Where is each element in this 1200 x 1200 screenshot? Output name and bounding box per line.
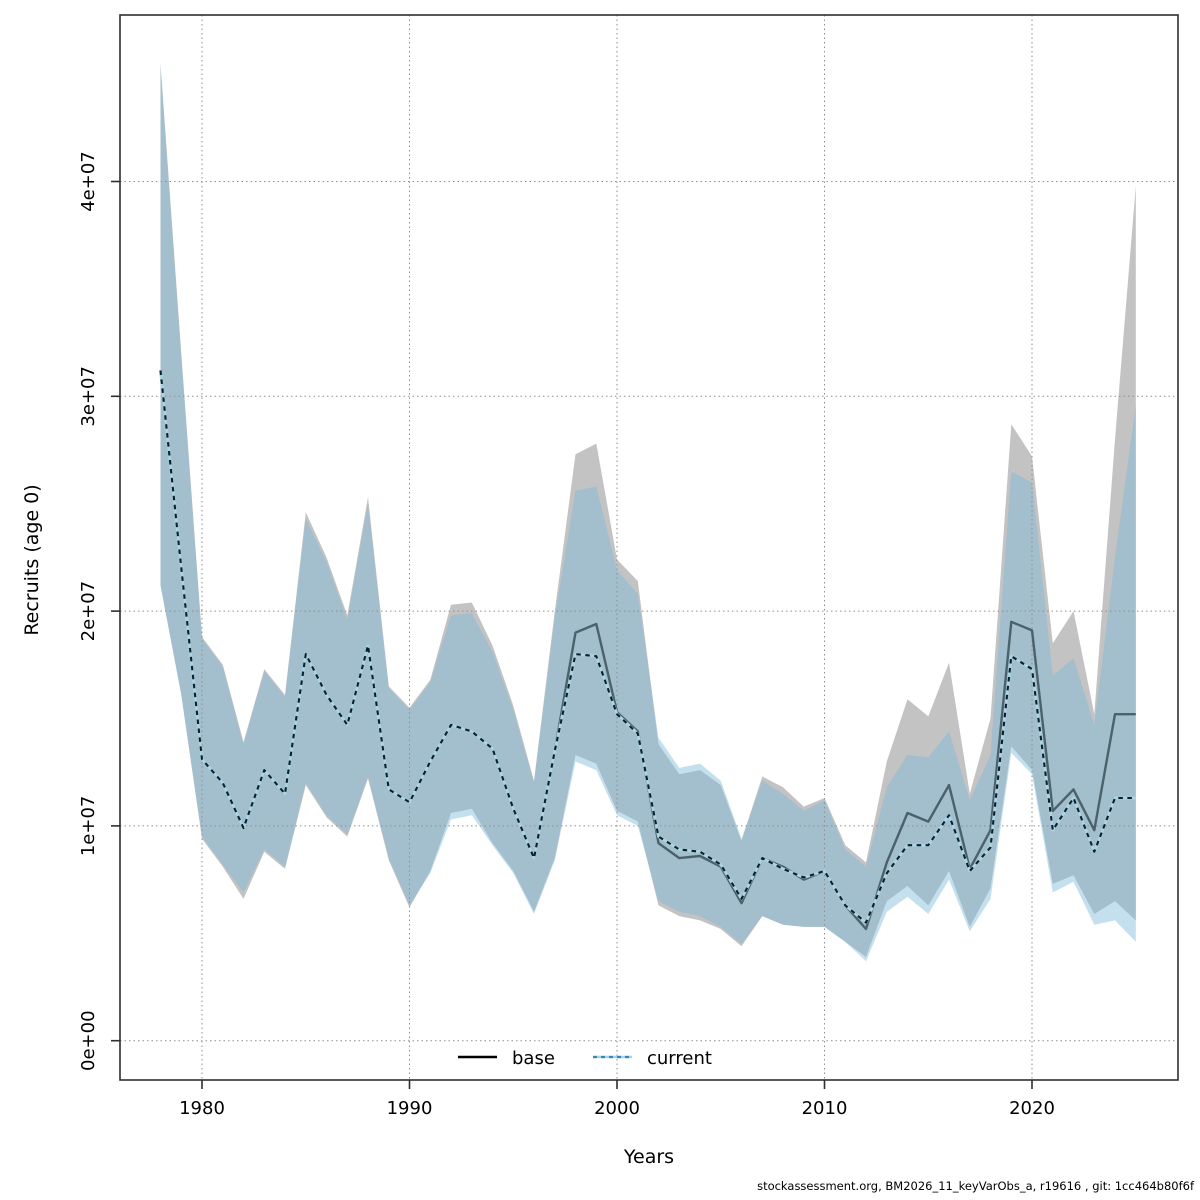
footer-caption: stockassessment.org, BM2026_11_keyVarObs…	[757, 1179, 1195, 1193]
current-median-line	[159, 370, 1136, 924]
current-confidence-band	[160, 67, 1136, 962]
x-tick-label: 2000	[594, 1098, 640, 1119]
x-tick-label: 2010	[802, 1098, 848, 1119]
x-tick-label: 2020	[1009, 1098, 1055, 1119]
median-lines	[159, 370, 1136, 931]
plot-frame	[119, 14, 1179, 1081]
gridlines	[120, 15, 1178, 1080]
x-tick-label: 1990	[387, 1098, 433, 1119]
y-axis-title: Recruits (age 0)	[21, 484, 43, 635]
y-tick-label: 3e+07	[78, 366, 99, 427]
y-tick-label: 1e+07	[78, 796, 99, 857]
plot-border	[119, 14, 1179, 1081]
y-tick-label: 4e+07	[78, 151, 99, 212]
x-axis-title: Years	[623, 1146, 674, 1168]
y-tick-label: 2e+07	[78, 581, 99, 642]
legend-base-label: base	[512, 1048, 555, 1069]
legend: base current	[458, 1048, 712, 1069]
base-confidence-band	[160, 63, 1136, 957]
legend-current-label: current	[647, 1048, 712, 1069]
axis-ticks: 1980 1990 2000 2010 2020 0e+00 1e+07 2e+07 3e+07…	[78, 151, 1055, 1119]
y-tick-label: 0e+00	[78, 1010, 99, 1071]
x-tick-label: 1980	[179, 1098, 225, 1119]
confidence-bands	[160, 63, 1136, 962]
